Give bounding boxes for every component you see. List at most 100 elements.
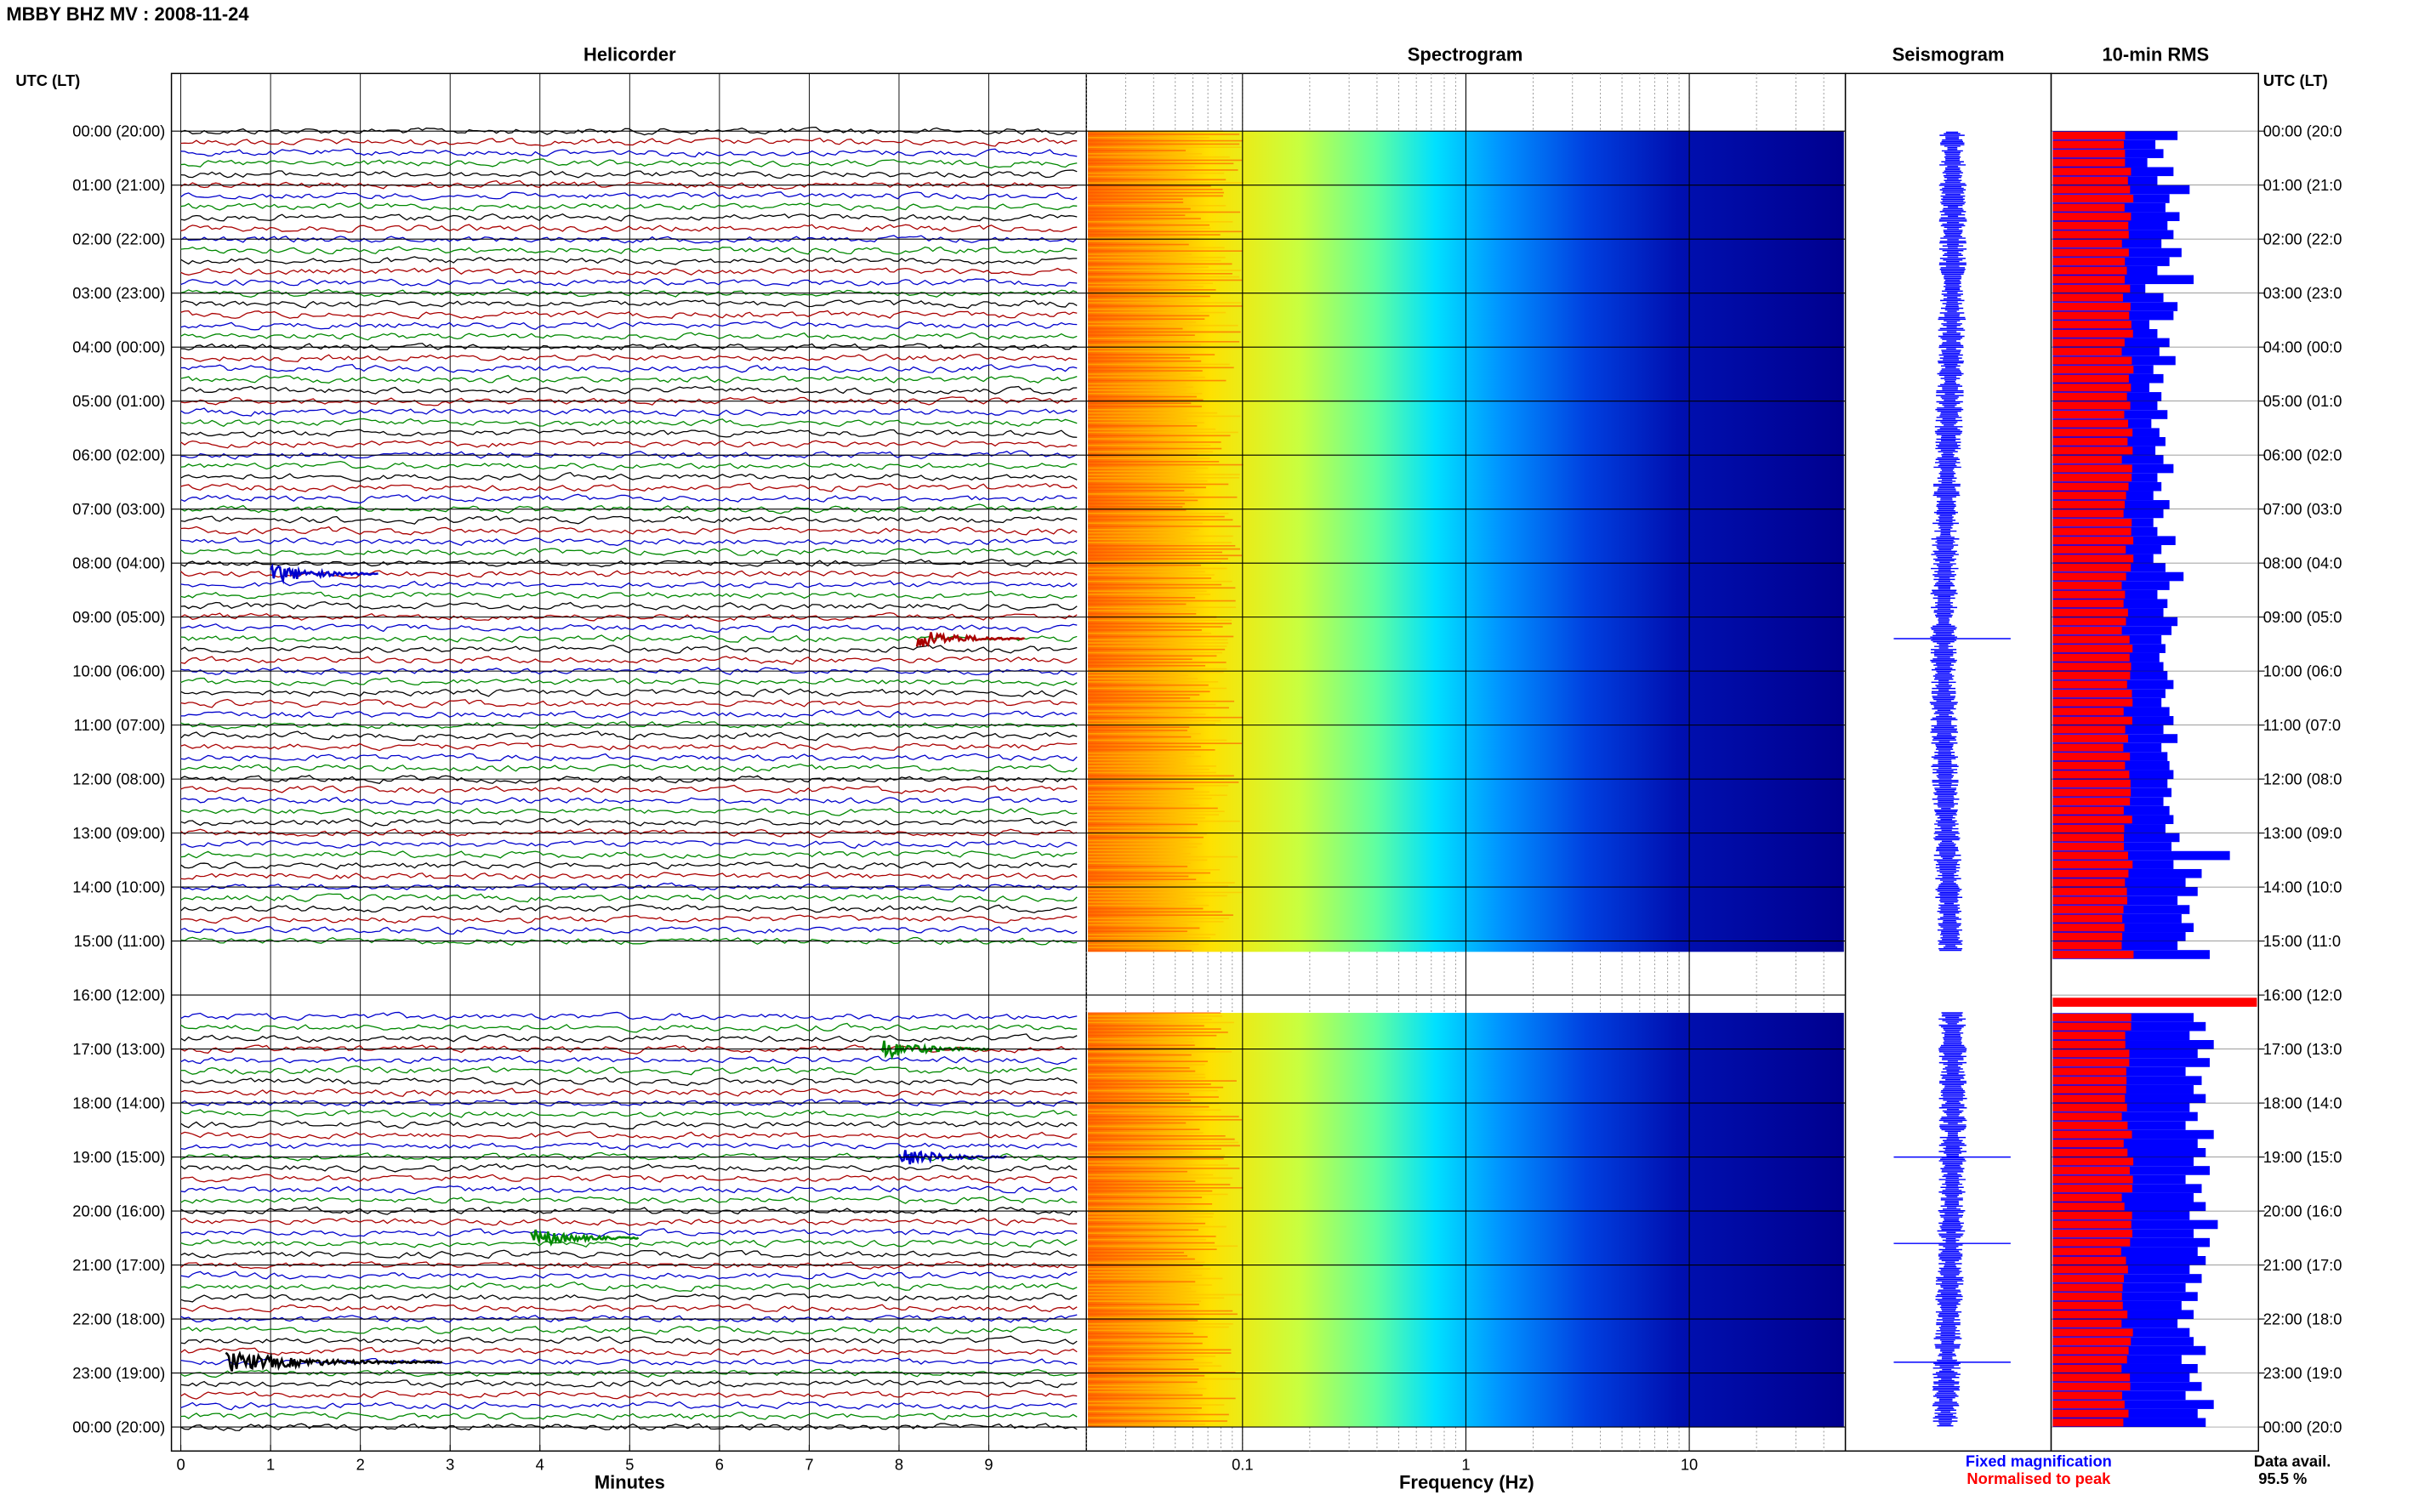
rms-normalised-bar	[2052, 347, 2122, 356]
helicorder-trace	[180, 537, 1078, 547]
helicorder-trace	[180, 861, 1078, 870]
rms-normalised-bar	[2052, 176, 2128, 185]
rms-normalised-bar	[2052, 842, 2125, 851]
helicorder-trace	[180, 1401, 1078, 1411]
helicorder-trace	[180, 580, 1078, 589]
seismogram-panel	[1844, 72, 2052, 1452]
frequency-axis-label: Frequency (Hz)	[1399, 1471, 1534, 1492]
hour-label-right: 05:00 (01:0	[2263, 392, 2342, 410]
rms-normalised-bar	[2052, 194, 2134, 203]
rms-normalised-bar	[2052, 545, 2126, 554]
rms-normalised-bar	[2052, 896, 2127, 905]
rms-normalised-bar	[2052, 248, 2129, 257]
rms-fixed-bar	[2052, 1219, 2218, 1230]
seismogram-title: Seismogram	[1893, 44, 2005, 65]
helicorder-trace	[180, 1228, 1078, 1237]
helicorder-trace	[180, 1390, 1078, 1400]
helicorder-trace	[180, 1022, 1078, 1033]
rms-normalised-bar	[2052, 924, 2125, 932]
hour-label-left: 01:00 (21:00)	[72, 176, 165, 194]
helicorder-trace	[180, 634, 1078, 643]
rms-normalised-bar	[2052, 203, 2125, 212]
helicorder-event	[529, 1229, 640, 1248]
rms-normalised-bar	[2052, 1157, 2134, 1166]
helicorder-trace	[180, 1293, 1078, 1303]
helicorder-trace	[180, 1270, 1078, 1281]
helicorder-trace	[180, 904, 1078, 914]
rms-normalised-bar	[2052, 131, 2126, 140]
hour-label-left: 17:00 (13:00)	[72, 1040, 165, 1058]
rms-normalised-bar	[2052, 1382, 2131, 1391]
helicorder-event	[915, 632, 1025, 648]
helicorder-trace	[180, 601, 1078, 611]
rms-normalised-bar	[2052, 1301, 2123, 1310]
rms-normalised-bar	[2052, 1364, 2122, 1373]
hour-label-right: 20:00 (16:0	[2263, 1202, 2342, 1219]
rms-normalised-bar	[2052, 645, 2133, 653]
helicorder-trace	[180, 590, 1078, 600]
rms-normalised-bar	[2052, 1256, 2126, 1265]
rms-fixed-bar	[2052, 1255, 2206, 1265]
helicorder-trace	[180, 914, 1078, 924]
helicorder-trace	[180, 1011, 1078, 1022]
rms-title: 10-min RMS	[2102, 44, 2209, 65]
helicorder-trace	[180, 278, 1078, 287]
helicorder-trace	[180, 374, 1078, 384]
helicorder-trace	[180, 246, 1078, 255]
minute-tick-label: 3	[446, 1455, 454, 1473]
left-axis-title: UTC (LT)	[15, 71, 80, 89]
helicorder-trace	[180, 482, 1078, 492]
helicorder-trace	[180, 882, 1078, 892]
rms-normalised-bar	[2052, 474, 2132, 482]
minute-tick-label: 0	[176, 1455, 185, 1473]
hour-label-right: 08:00 (04:0	[2263, 554, 2342, 572]
helicorder-trace	[180, 288, 1078, 298]
hour-label-left: 05:00 (01:00)	[72, 392, 165, 410]
rms-normalised-bar	[2052, 932, 2123, 941]
helicorder-trace	[180, 784, 1078, 794]
rms-normalised-bar	[2052, 878, 2126, 887]
hour-label-right: 00:00 (20:0	[2263, 122, 2342, 140]
hour-label-right: 14:00 (10:0	[2263, 878, 2342, 896]
rms-normalised-bar	[2052, 590, 2126, 599]
helicorder-trace	[180, 730, 1078, 742]
rms-normalised-bar	[2052, 1166, 2130, 1175]
helicorder-trace	[180, 179, 1078, 190]
rms-normalised-bar	[2052, 230, 2129, 239]
rms-fixed-bar	[2052, 1111, 2198, 1122]
hour-label-left: 14:00 (10:00)	[72, 878, 165, 896]
helicorder-trace	[180, 698, 1078, 708]
hour-label-left: 11:00 (07:00)	[74, 716, 166, 734]
rms-normalised-bar	[2052, 1293, 2122, 1301]
hour-label-left: 12:00 (08:00)	[72, 770, 165, 788]
rms-normalised-bar	[2052, 1140, 2124, 1148]
rms-normalised-bar	[2052, 1283, 2123, 1292]
hour-label-right: 03:00 (23:0	[2263, 284, 2342, 302]
rms-normalised-bar	[2052, 1185, 2133, 1193]
hour-label-left: 13:00 (09:00)	[72, 824, 165, 842]
helicorder-trace	[180, 169, 1078, 179]
rms-normalised-bar	[2052, 356, 2132, 365]
rms-normalised-bar	[2052, 1337, 2132, 1346]
frequency-tick-label: 1	[1461, 1455, 1470, 1473]
rms-normalised-bar	[2052, 806, 2124, 815]
rms-normalised-bar	[2052, 1274, 2125, 1283]
rms-normalised-bar	[2052, 311, 2130, 320]
rms-normalised-bar	[2052, 1229, 2133, 1238]
rms-normalised-bar	[2052, 410, 2125, 419]
rms-fixed-bar	[2052, 1247, 2198, 1256]
rms-normalised-bar	[2052, 1148, 2128, 1157]
hour-label-right: 23:00 (19:0	[2263, 1364, 2342, 1382]
rms-fixed-bar	[2052, 1363, 2198, 1373]
rms-normalised-bar	[2052, 716, 2132, 725]
rms-normalised-bar	[2052, 608, 2128, 617]
helicorder-trace	[180, 742, 1078, 752]
hour-label-right: 02:00 (22:0	[2263, 230, 2342, 248]
helicorder-trace	[180, 709, 1078, 719]
hour-label-left: 18:00 (14:00)	[72, 1094, 165, 1112]
helicorder-trace	[180, 148, 1078, 158]
helicorder-trace	[180, 407, 1078, 417]
rms-fixed-bar	[2052, 1192, 2194, 1202]
hour-label-left: 16:00 (12:00)	[72, 986, 165, 1004]
rms-normalised-bar	[2052, 725, 2126, 734]
